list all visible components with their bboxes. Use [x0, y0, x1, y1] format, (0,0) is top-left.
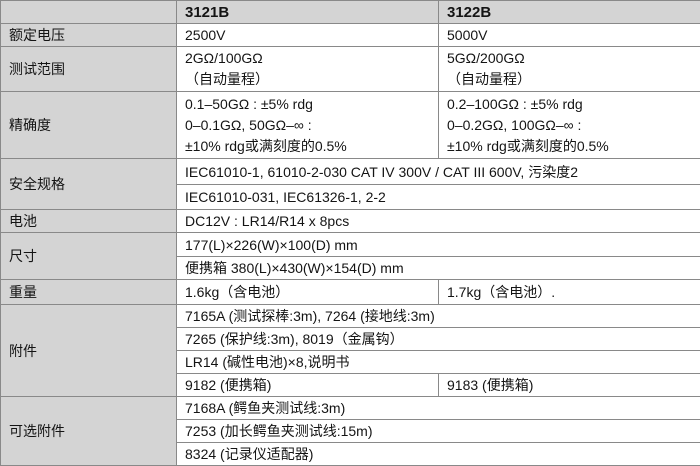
row-label-test-range: 测试范围 [1, 47, 177, 92]
row-label-accessories: 附件 [1, 305, 177, 397]
cell-rated-voltage-3122b: 5000V [439, 24, 700, 47]
cell-optional-line1: 7168A (鳄鱼夹测试线:3m) [177, 397, 700, 420]
accuracy-3122b-line1: 0.2–100GΩ : ±5% rdg [447, 94, 692, 115]
cell-battery-value: DC12V : LR14/R14 x 8pcs [177, 210, 700, 233]
cell-accuracy-3121b: 0.1–50GΩ : ±5% rdg 0–0.1GΩ, 50GΩ–∞ : ±10… [177, 92, 439, 159]
accuracy-3122b-line2: 0–0.2GΩ, 100GΩ–∞ : [447, 115, 692, 136]
row-label-optional-accessories: 可选附件 [1, 397, 177, 466]
cell-dimensions-line1: 177(L)×226(W)×100(D) mm [177, 233, 700, 257]
test-range-3122b-line2: （自动量程） [447, 69, 692, 90]
cell-accessories-case-3121b: 9182 (便携箱) [177, 374, 439, 397]
row-safety-1: 安全规格 IEC61010-1, 61010-2-030 CAT IV 300V… [1, 159, 700, 185]
accuracy-3122b-line3: ±10% rdg或满刻度的0.5% [447, 136, 692, 157]
cell-accuracy-3122b: 0.2–100GΩ : ±5% rdg 0–0.2GΩ, 100GΩ–∞ : ±… [439, 92, 700, 159]
cell-optional-line2: 7253 (加长鳄鱼夹测试线:15m) [177, 420, 700, 443]
cell-optional-line3: 8324 (记录仪适配器) [177, 443, 700, 466]
cell-accessories-case-3122b: 9183 (便携箱) [439, 374, 700, 397]
accuracy-3121b-line2: 0–0.1GΩ, 50GΩ–∞ : [185, 115, 430, 136]
row-label-safety: 安全规格 [1, 159, 177, 210]
row-label-rated-voltage: 额定电压 [1, 24, 177, 47]
test-range-3122b-line1: 5GΩ/200GΩ [447, 48, 692, 69]
row-dimensions-1: 尺寸 177(L)×226(W)×100(D) mm [1, 233, 700, 257]
cell-test-range-3121b: 2GΩ/100GΩ （自动量程） [177, 47, 439, 92]
accuracy-3121b-line3: ±10% rdg或满刻度的0.5% [185, 136, 430, 157]
cell-accessories-line2: 7265 (保护线:3m), 8019（金属钩） [177, 328, 700, 351]
row-accuracy: 精确度 0.1–50GΩ : ±5% rdg 0–0.1GΩ, 50GΩ–∞ :… [1, 92, 700, 159]
cell-accessories-line3: LR14 (碱性电池)×8,说明书 [177, 351, 700, 374]
row-battery: 电池 DC12V : LR14/R14 x 8pcs [1, 210, 700, 233]
cell-weight-3122b: 1.7kg（含电池）. [439, 280, 700, 305]
row-label-weight: 重量 [1, 280, 177, 305]
accuracy-3121b-line1: 0.1–50GΩ : ±5% rdg [185, 94, 430, 115]
test-range-3121b-line1: 2GΩ/100GΩ [185, 48, 430, 69]
row-label-battery: 电池 [1, 210, 177, 233]
row-label-accuracy: 精确度 [1, 92, 177, 159]
row-weight: 重量 1.6kg（含电池） 1.7kg（含电池）. [1, 280, 700, 305]
cell-safety-line1: IEC61010-1, 61010-2-030 CAT IV 300V / CA… [177, 159, 700, 185]
cell-accessories-line1: 7165A (测试探棒:3m), 7264 (接地线:3m) [177, 305, 700, 328]
cell-rated-voltage-3121b: 2500V [177, 24, 439, 47]
col-header-3122b: 3122B [439, 1, 700, 24]
cell-weight-3121b: 1.6kg（含电池） [177, 280, 439, 305]
header-row: 3121B 3122B [1, 1, 700, 24]
cell-safety-line2: IEC61010-031, IEC61326-1, 2-2 [177, 185, 700, 210]
row-accessories-1: 附件 7165A (测试探棒:3m), 7264 (接地线:3m) [1, 305, 700, 328]
test-range-3121b-line2: （自动量程） [185, 69, 430, 90]
cell-test-range-3122b: 5GΩ/200GΩ （自动量程） [439, 47, 700, 92]
header-empty-cell [1, 1, 177, 24]
row-rated-voltage: 额定电压 2500V 5000V [1, 24, 700, 47]
row-optional-1: 可选附件 7168A (鳄鱼夹测试线:3m) [1, 397, 700, 420]
cell-dimensions-line2: 便携箱 380(L)×430(W)×154(D) mm [177, 257, 700, 280]
col-header-3121b: 3121B [177, 1, 439, 24]
row-test-range: 测试范围 2GΩ/100GΩ （自动量程） 5GΩ/200GΩ （自动量程） [1, 47, 700, 92]
row-label-dimensions: 尺寸 [1, 233, 177, 280]
